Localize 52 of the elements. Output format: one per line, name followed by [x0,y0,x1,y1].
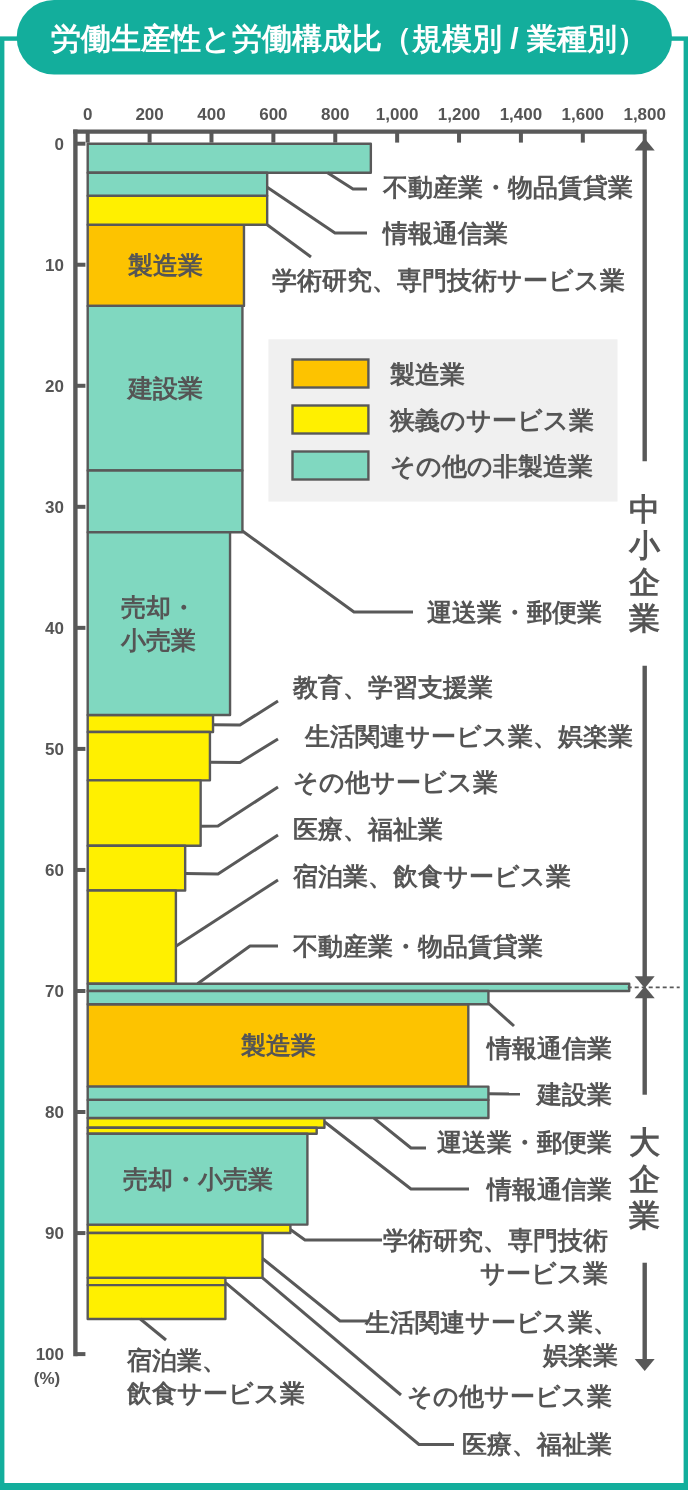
y-tick-label: 20 [45,376,64,396]
annotation: 中小企業 [629,491,661,636]
annotation: 宿泊業、飲食サービス業 [127,1346,305,1407]
x-tick-label: 1,600 [561,104,605,124]
annotation: 情報通信業 [383,219,508,247]
x-tick-label: 200 [135,104,164,124]
x-tick-label: 800 [321,104,350,124]
x-tick-label: 1,200 [437,104,481,124]
y-tick-label: 100 [35,1344,64,1364]
annotation: 売却・小売業 [121,593,197,655]
x-tick-label: 1,800 [623,104,666,124]
annotation: 教育、学習支援業 [293,673,493,701]
annotation: 建設業 [537,1080,612,1108]
annotation: 学術研究、専門技術サービス業 [383,1226,608,1287]
x-tick-label: 1,000 [375,104,419,124]
y-axis-title: (%) [33,1368,61,1388]
y-tick-label: 70 [45,981,64,1001]
annotation: 医療、福祉業 [462,1430,612,1458]
annotation: 情報通信業 [487,1034,612,1062]
y-tick-label: 90 [45,1223,64,1243]
annotation: 生活関連サービス業、娯楽業 [365,1308,618,1369]
x-tick-label: 1,400 [499,104,543,124]
annotation: 不動産業・物品賃貸業 [293,932,543,960]
legend-label: 製造業 [390,359,466,388]
y-tick-label: 0 [54,134,64,154]
annotation: 情報通信業 [487,1175,612,1203]
annotation: 運送業・郵便業 [437,1128,612,1156]
annotation: 医療、福祉業 [293,815,443,843]
annotation: その他サービス業 [407,1382,612,1410]
y-tick-label: 60 [45,860,64,880]
legend-label: 狭義のサービス業 [390,405,595,434]
x-tick-label: 0 [82,104,93,124]
y-tick-label: 40 [45,618,64,638]
annotation: 製造業 [240,1031,316,1060]
annotation: 大企業 [629,1124,661,1233]
annotation: 売却・小売業 [122,1165,273,1194]
annotation: 建設業 [127,374,203,403]
x-tick-label: 600 [259,104,288,124]
y-tick-label: 50 [45,739,64,759]
y-tick-label: 10 [45,255,64,275]
y-tick-label: 80 [45,1102,64,1122]
title: 労働生産性と労働構成比（規模別 / 業種別） [51,21,647,55]
annotation: 宿泊業、飲食サービス業 [293,862,571,890]
y-tick-label: 30 [45,497,64,517]
annotation: 不動産業・物品賃貸業 [383,173,633,201]
annotation: 製造業 [128,251,204,280]
annotation: 学術研究、専門技術サービス業 [272,266,625,294]
annotation: 生活関連サービス業、娯楽業 [305,722,633,750]
annotation: 運送業・郵便業 [427,598,602,626]
x-tick-label: 400 [197,104,226,124]
annotation: その他サービス業 [293,768,498,796]
legend-label: その他の非製造業 [390,451,594,480]
